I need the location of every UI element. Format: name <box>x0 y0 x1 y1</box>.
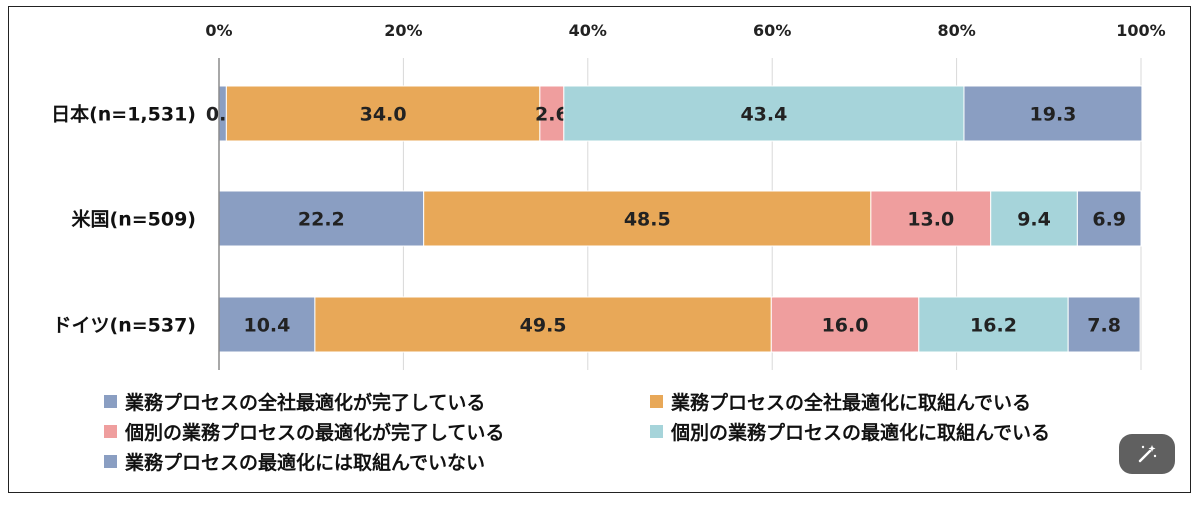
bar-segment <box>918 296 1069 353</box>
legend-item: 業務プロセスの全社最適化が完了している <box>104 388 485 415</box>
bar-segment <box>1067 296 1141 353</box>
legend-item: 個別の業務プロセスの最適化に取組んでいる <box>650 418 1050 445</box>
data-label: 16.0 <box>822 315 869 337</box>
bar-segment <box>870 190 992 247</box>
data-label: 48.5 <box>624 209 671 231</box>
x-tick-label: 20% <box>384 21 422 40</box>
bar-segment <box>963 85 1143 142</box>
data-label: 22.2 <box>298 209 345 231</box>
data-label: 6.9 <box>1092 209 1126 231</box>
x-tick-label: 60% <box>753 21 791 40</box>
data-label: 19.3 <box>1030 104 1077 126</box>
bar-segment <box>990 190 1078 247</box>
legend-label: 業務プロセスの全社最適化が完了している <box>125 392 486 414</box>
magic-wand-icon <box>1138 445 1157 463</box>
legend-swatch <box>650 395 663 408</box>
x-tick-label: 100% <box>1116 21 1165 40</box>
category-label: 米国(n=509) <box>72 208 196 231</box>
data-label: 49.5 <box>520 315 567 337</box>
data-label: 16.2 <box>970 315 1017 337</box>
legend-item: 業務プロセスの全社最適化に取組んでいる <box>650 388 1031 415</box>
x-tick-label: 0% <box>205 21 232 40</box>
category-label: ドイツ(n=537) <box>53 315 196 337</box>
legend-swatch <box>104 455 117 468</box>
data-label: 7.8 <box>1087 315 1121 337</box>
data-label: 9.4 <box>1017 209 1051 231</box>
legend-swatch <box>104 395 117 408</box>
x-tick-label: 80% <box>937 21 975 40</box>
bar-segment <box>423 190 872 247</box>
data-label: 2.6 <box>535 104 569 126</box>
data-label: 13.0 <box>907 209 954 231</box>
legend-label: 業務プロセスの全社最適化に取組んでいる <box>671 392 1032 414</box>
bar-segment <box>770 296 920 353</box>
bar-segment <box>225 85 541 142</box>
magic-wand-button[interactable] <box>1119 434 1175 474</box>
x-tick-label: 40% <box>569 21 607 40</box>
bar-segment <box>314 296 772 353</box>
legend-swatch <box>650 425 663 438</box>
legend-label: 業務プロセスの最適化には取組んでいない <box>125 452 486 474</box>
data-label: 34.0 <box>360 104 407 126</box>
legend-item: 業務プロセスの最適化には取組んでいない <box>104 448 485 475</box>
data-label: 10.4 <box>243 315 290 337</box>
bar-segment <box>563 85 965 142</box>
bar-segment <box>1076 190 1142 247</box>
bar-segment <box>218 190 425 247</box>
legend-label: 個別の業務プロセスの最適化に取組んでいる <box>671 422 1051 444</box>
legend-label: 個別の業務プロセスの最適化が完了している <box>125 422 505 444</box>
legend: 業務プロセスの全社最適化が完了している 業務プロセスの全社最適化に取組んでいる … <box>104 388 1184 478</box>
category-label: 日本(n=1,531) <box>51 103 196 126</box>
legend-swatch <box>104 425 117 438</box>
legend-item: 個別の業務プロセスの最適化が完了している <box>104 418 504 445</box>
data-label: 43.4 <box>740 104 787 126</box>
